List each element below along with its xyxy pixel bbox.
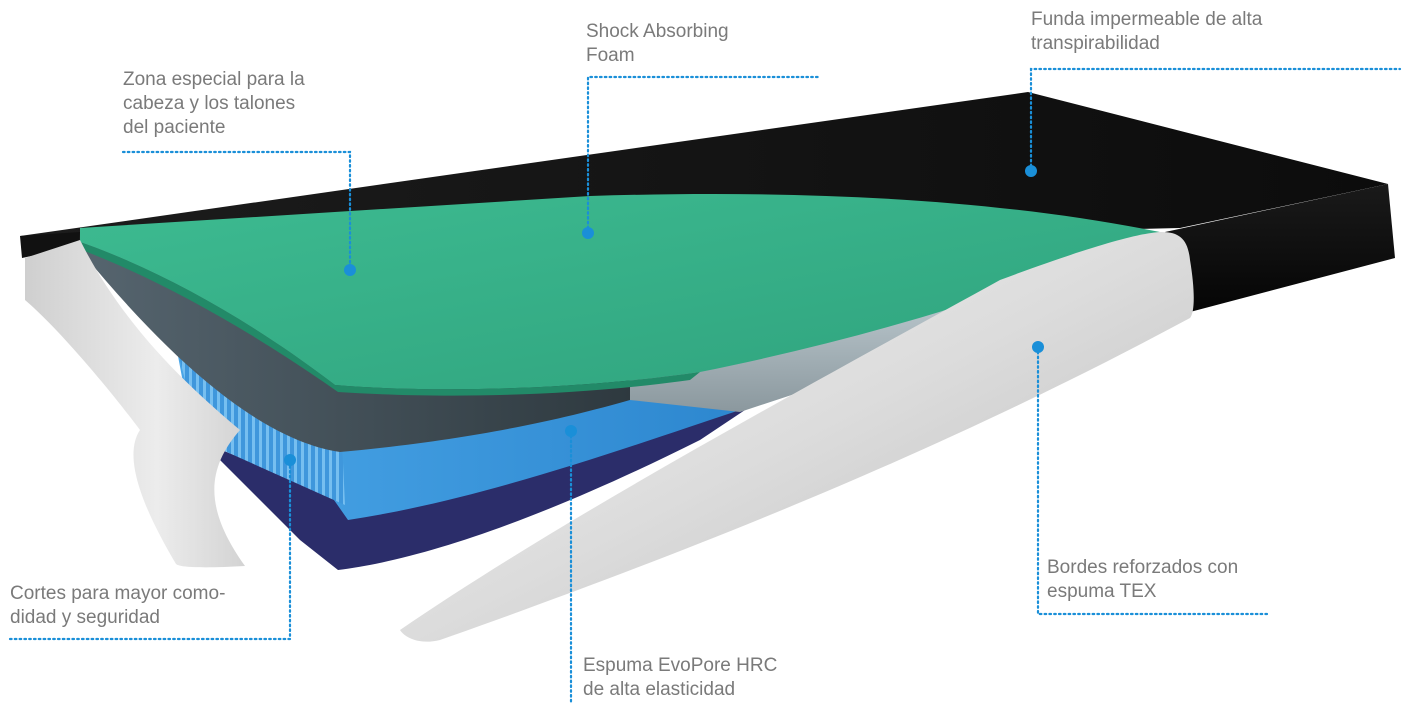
dot-reinforced-edges — [1032, 341, 1044, 353]
callout-line: espuma TEX — [1047, 581, 1157, 602]
callout-reinforced-edges: Bordes reforzados con espuma TEX — [1047, 556, 1238, 604]
right-edge-foam — [400, 232, 1194, 642]
callout-line: Foam — [586, 45, 635, 66]
callout-line: de alta elasticidad — [583, 679, 736, 700]
callout-line: didad y seguridad — [10, 607, 160, 628]
callout-line: del paciente — [123, 117, 226, 138]
callout-dots — [284, 165, 1044, 466]
dot-head-heel-zone — [344, 264, 356, 276]
dot-evopore-foam — [565, 425, 577, 437]
dot-comfort-cuts — [284, 454, 296, 466]
cover-side — [1165, 184, 1395, 312]
cover-front-left — [20, 232, 80, 258]
callout-comfort-cuts: Cortes para mayor como- didad y segurida… — [10, 582, 225, 630]
dot-waterproof-cover — [1025, 165, 1037, 177]
leader-shock-foam — [586, 75, 820, 235]
shock-foam-edge — [80, 242, 700, 396]
callout-line: transpirabilidad — [1031, 33, 1160, 54]
callout-waterproof-cover: Funda impermeable de alta transpirabilid… — [1031, 8, 1262, 56]
callout-line: Cortes para mayor como- — [10, 583, 226, 604]
left-edge-foam — [25, 240, 245, 568]
leader-waterproof-cover — [1029, 67, 1402, 173]
leader-reinforced-edges — [1036, 345, 1270, 616]
callout-line: Espuma EvoPore HRC — [583, 655, 778, 676]
callout-evopore-foam: Espuma EvoPore HRC de alta elasticidad — [583, 654, 777, 702]
callout-line: Zona especial para la — [123, 69, 305, 90]
leader-head-heel-zone — [121, 150, 352, 272]
callout-head-heel-zone: Zona especial para la cabeza y los talon… — [123, 68, 305, 140]
leader-comfort-cuts — [8, 458, 292, 641]
callout-line: cabeza y los talones — [123, 93, 296, 114]
leader-lines — [8, 67, 1402, 704]
callout-line: Bordes reforzados con — [1047, 557, 1239, 578]
dot-shock-foam — [582, 227, 594, 239]
callout-shock-foam: Shock Absorbing Foam — [586, 20, 729, 68]
callout-line: Funda impermeable de alta — [1031, 9, 1263, 30]
callout-line: Shock Absorbing — [586, 21, 729, 42]
